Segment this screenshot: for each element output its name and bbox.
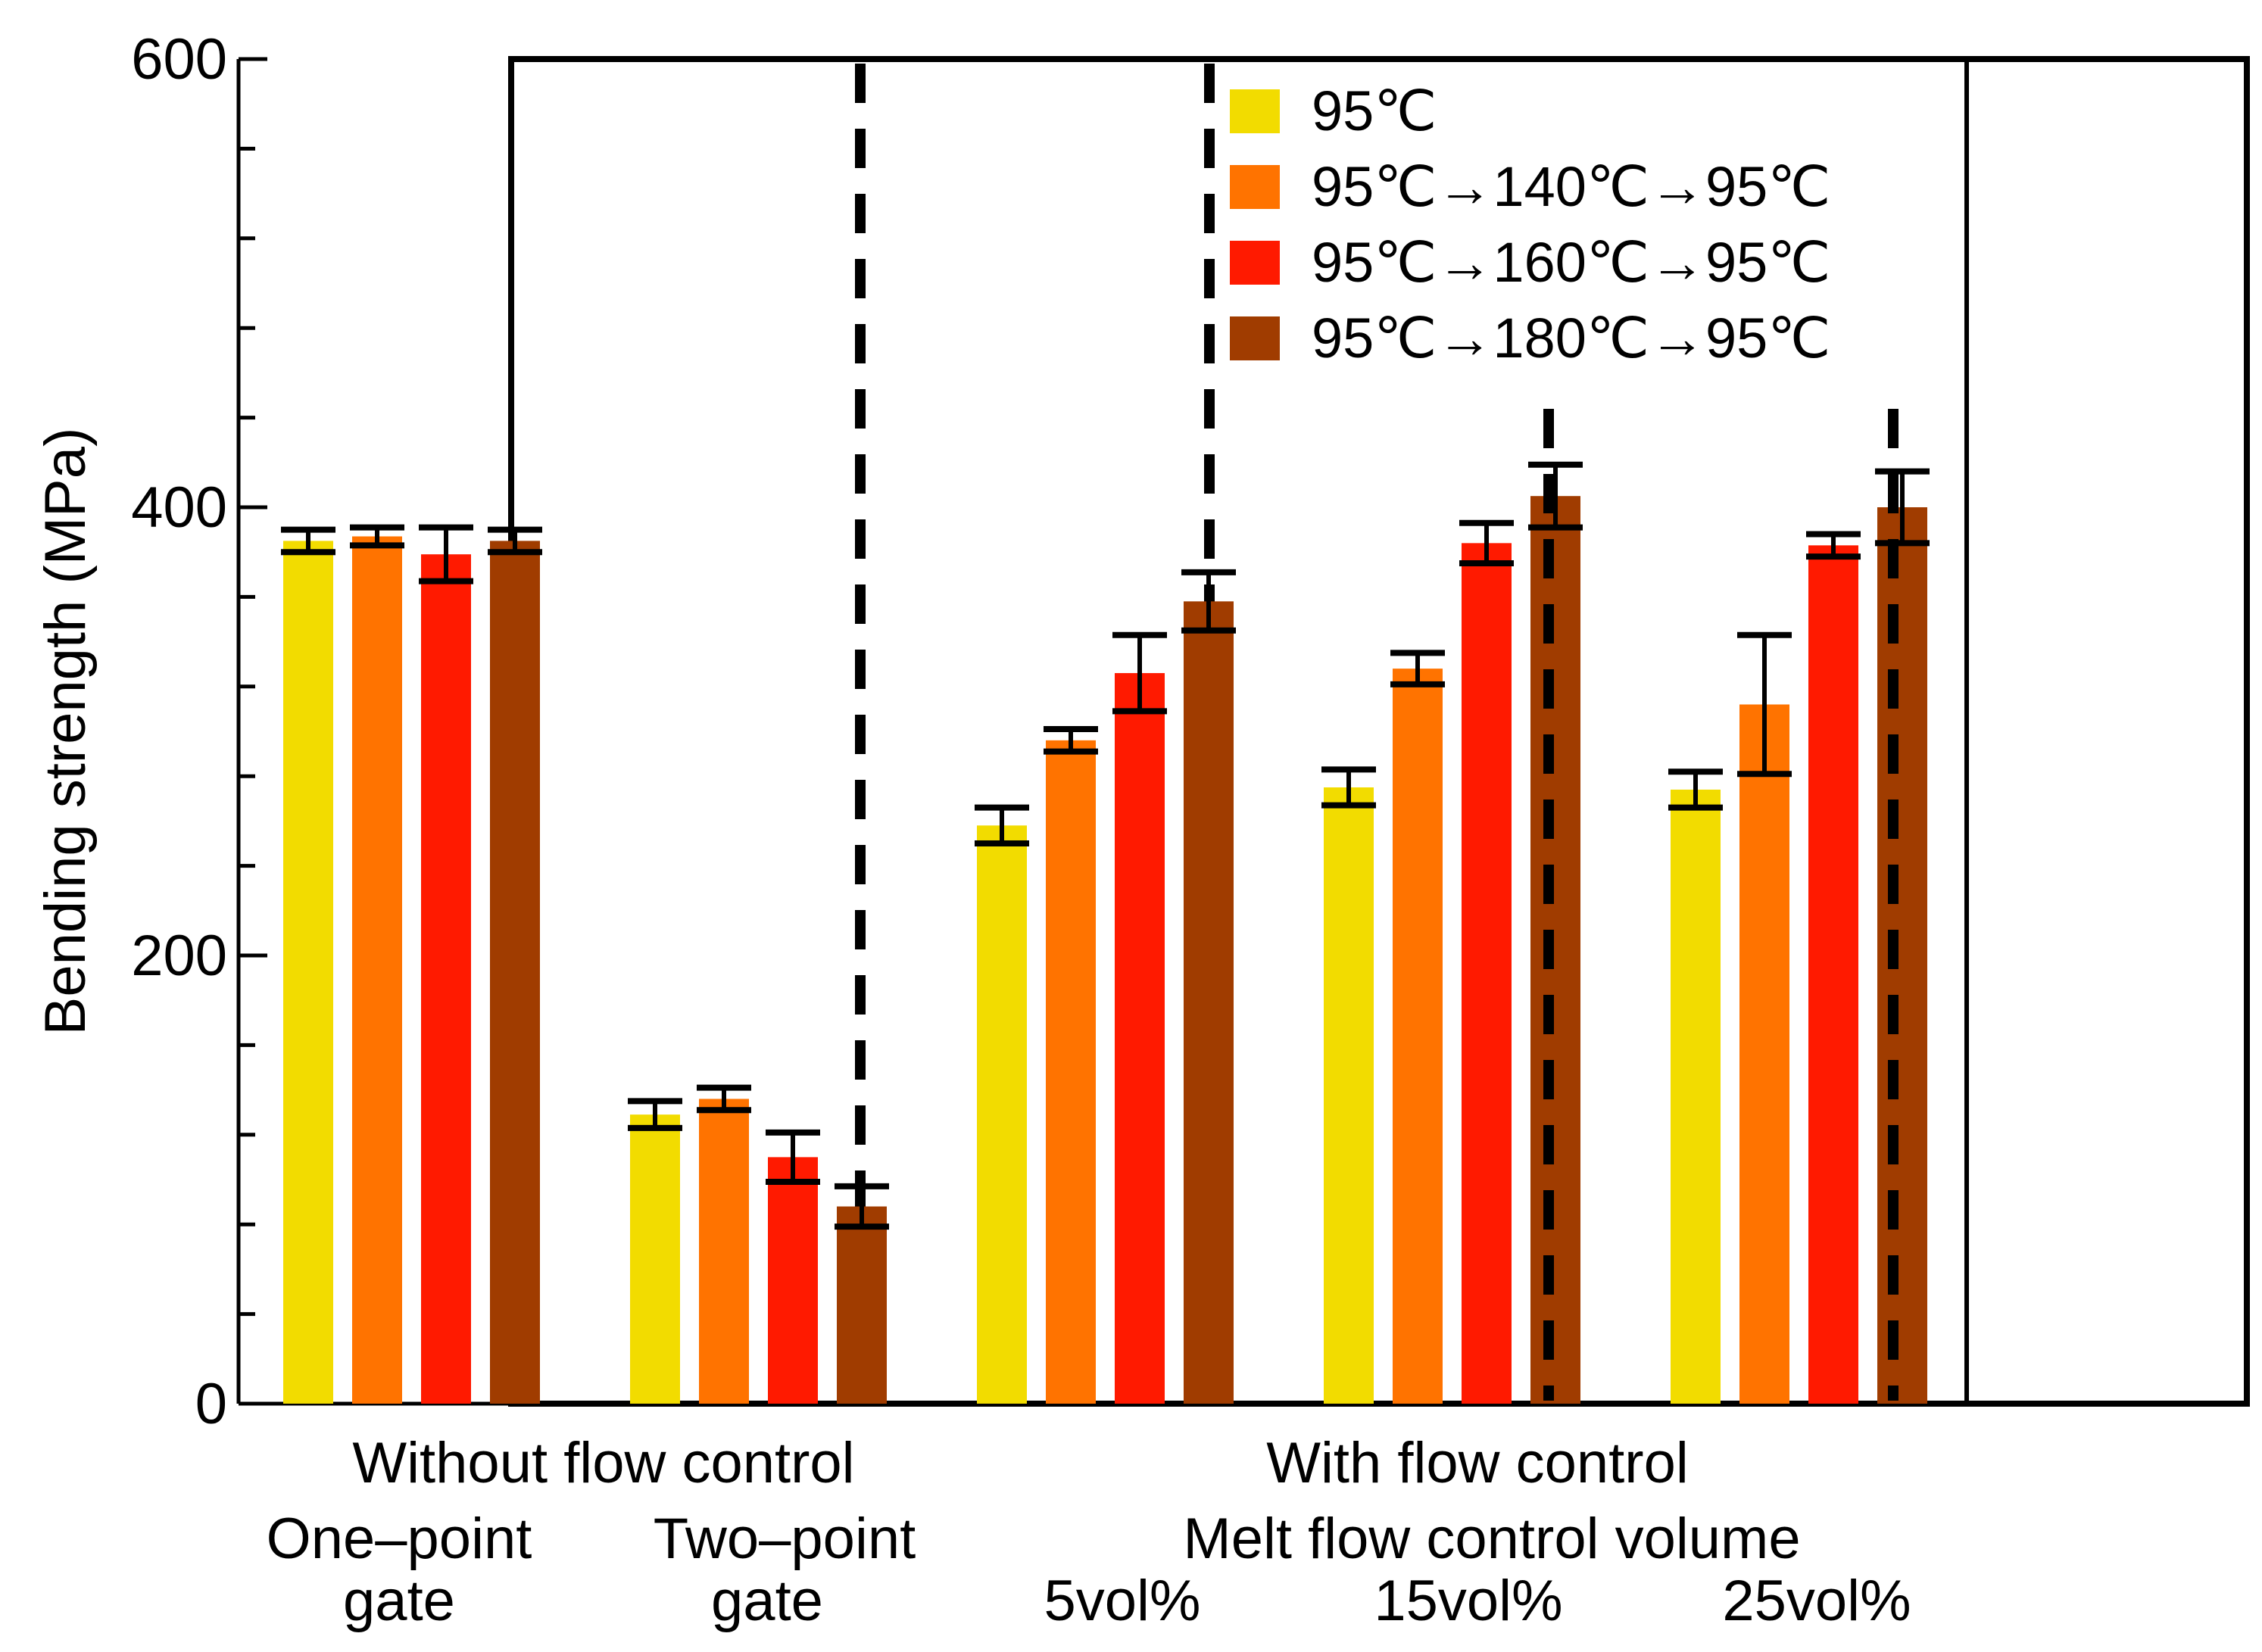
bar-4-1 xyxy=(1739,704,1789,1404)
bar-3-0 xyxy=(1324,787,1374,1404)
legend-label-2: 95℃→160℃→95℃ xyxy=(1312,231,1830,294)
group-label-volume: Melt flow control volume xyxy=(1183,1507,1800,1571)
vol15-label: 15vol% xyxy=(1374,1569,1562,1633)
legend-swatch-2 xyxy=(1230,241,1280,285)
bar-0-2 xyxy=(421,554,471,1404)
bar-2-2 xyxy=(1115,673,1165,1404)
legend-label-0: 95℃ xyxy=(1312,79,1437,142)
category-labels: Without flow control With flow control M… xyxy=(267,1431,1911,1633)
y-tick-label: 600 xyxy=(131,27,227,92)
gate-two-line2: gate xyxy=(711,1569,823,1633)
legend: 95℃ 95℃→140℃→95℃ 95℃→160℃→95℃ 95℃→180℃→9… xyxy=(1230,79,1830,369)
bar-1-2 xyxy=(768,1157,818,1404)
group-label-with: With flow control xyxy=(1266,1431,1689,1495)
bar-2-3 xyxy=(1184,601,1234,1404)
bar-1-1 xyxy=(699,1099,749,1404)
legend-label-3: 95℃→180℃→95℃ xyxy=(1312,307,1830,369)
bar-0-3 xyxy=(490,541,540,1404)
bar-2-0 xyxy=(977,825,1027,1404)
legend-swatch-1 xyxy=(1230,165,1280,209)
y-axis-label: Bending strength (MPa) xyxy=(33,428,98,1036)
y-tick-label: 400 xyxy=(131,475,227,540)
bar-3-1 xyxy=(1393,669,1443,1404)
bar-4-3 xyxy=(1877,507,1927,1404)
group-label-without: Without flow control xyxy=(352,1431,854,1495)
legend-swatch-3 xyxy=(1230,316,1280,360)
bar-3-3 xyxy=(1530,496,1580,1404)
bar-4-0 xyxy=(1671,789,1721,1404)
bar-1-0 xyxy=(630,1114,680,1404)
bar-0-0 xyxy=(283,541,333,1404)
bar-3-2 xyxy=(1462,543,1512,1404)
bar-2-1 xyxy=(1046,740,1096,1404)
gate-one-line2: gate xyxy=(343,1569,455,1633)
bar-4-2 xyxy=(1808,545,1858,1404)
y-tick-label: 0 xyxy=(195,1372,227,1436)
gate-two-line1: Two–point xyxy=(654,1507,916,1571)
vol5-label: 5vol% xyxy=(1044,1569,1201,1633)
vol25-label: 25vol% xyxy=(1722,1569,1911,1633)
bar-1-3 xyxy=(837,1206,887,1404)
bar-0-1 xyxy=(352,536,402,1404)
legend-label-1: 95℃→140℃→95℃ xyxy=(1312,155,1830,218)
legend-swatch-0 xyxy=(1230,89,1280,133)
gate-one-line1: One–point xyxy=(267,1507,532,1571)
y-tick-label: 200 xyxy=(131,924,227,988)
